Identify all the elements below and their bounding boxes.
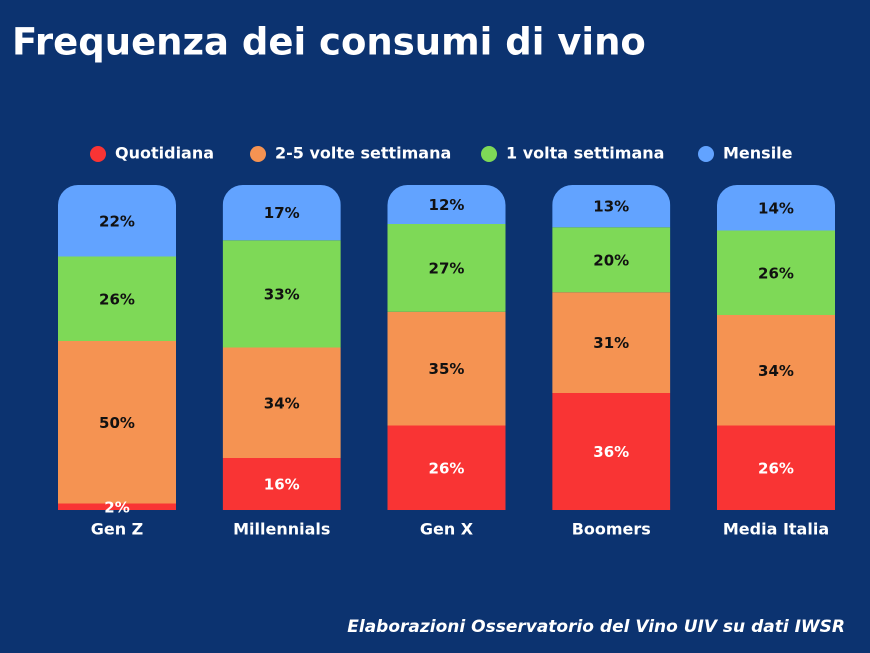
bar-segment	[222, 185, 341, 241]
value-label: 26%	[429, 459, 465, 477]
value-label: 17%	[264, 204, 300, 222]
value-label: 22%	[99, 212, 135, 230]
value-label: 36%	[593, 443, 629, 461]
value-label: 2%	[104, 498, 129, 516]
bar-segment	[387, 185, 506, 224]
value-label: 14%	[758, 199, 794, 217]
legend-swatch	[250, 146, 266, 162]
value-label: 33%	[264, 285, 300, 303]
legend-label: Mensile	[723, 144, 793, 163]
bar-segment	[387, 425, 506, 510]
legend-label: 2-5 volte settimana	[275, 144, 451, 163]
value-label: 26%	[758, 459, 794, 477]
value-label: 31%	[593, 334, 629, 352]
bar-segment	[222, 458, 341, 510]
value-label: 20%	[593, 251, 629, 269]
value-label: 27%	[429, 259, 465, 277]
x-tick-label: Gen Z	[91, 520, 144, 539]
bar-stack	[222, 185, 341, 510]
value-label: 34%	[758, 362, 794, 380]
x-tick-label: Boomers	[572, 520, 651, 539]
legend-swatch	[481, 146, 497, 162]
value-label: 35%	[429, 360, 465, 378]
bar-segment	[222, 347, 341, 458]
bar-segment	[552, 227, 671, 293]
value-label: 26%	[758, 264, 794, 282]
value-label: 34%	[264, 394, 300, 412]
bar-segment	[387, 311, 506, 426]
legend-label: 1 volta settimana	[506, 144, 664, 163]
x-tick-label: Gen X	[420, 520, 474, 539]
bar-stack	[552, 185, 671, 510]
bar-segment	[717, 425, 835, 510]
value-label: 16%	[264, 476, 300, 494]
bar-segment	[552, 292, 671, 393]
chart-title: Frequenza dei consumi di vino	[12, 21, 646, 64]
value-label: 26%	[99, 290, 135, 308]
bar-segment	[717, 185, 835, 231]
bar-segment	[58, 503, 176, 510]
value-label: 50%	[99, 414, 135, 432]
bar-segment	[552, 393, 671, 510]
bar-segment	[222, 240, 341, 348]
bar-segment	[552, 185, 671, 228]
bar-segment	[717, 315, 835, 426]
bar-segment	[58, 341, 176, 504]
bar-segment	[717, 230, 835, 315]
legend-swatch	[90, 146, 106, 162]
bar-segment	[387, 224, 506, 312]
legend-label: Quotidiana	[115, 144, 214, 163]
x-tick-label: Millennials	[233, 520, 330, 539]
x-tick-label: Media Italia	[723, 520, 829, 539]
bar-stack	[58, 185, 176, 510]
source-note: Elaborazioni Osservatorio del Vino UIV s…	[347, 617, 845, 637]
bar-stack	[387, 185, 506, 510]
value-label: 12%	[429, 196, 465, 214]
legend-swatch	[698, 146, 714, 162]
bar-stack	[717, 185, 835, 510]
bar-segment	[58, 256, 176, 341]
value-label: 13%	[593, 198, 629, 216]
bar-segment	[58, 185, 176, 257]
